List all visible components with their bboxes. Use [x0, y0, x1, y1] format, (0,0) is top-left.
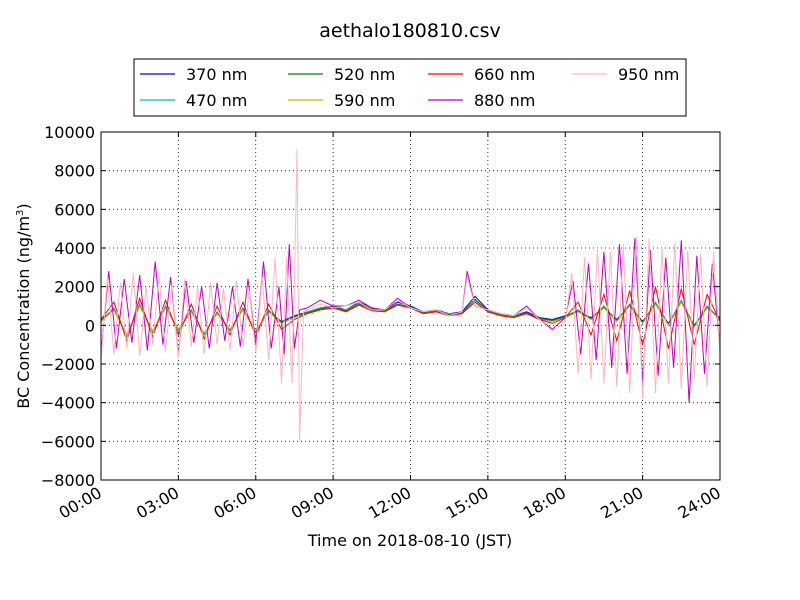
y-axis-label-end: )	[14, 203, 33, 209]
x-tick-label: 12:00	[365, 483, 414, 523]
chart-title: aethalo180810.csv	[319, 20, 501, 42]
x-axis-label: Time on 2018-08-10 (JST)	[307, 531, 512, 550]
legend-label: 880 nm	[474, 91, 535, 110]
y-axis-label-superscript: 3	[15, 210, 26, 216]
y-tick-label: 4000	[54, 239, 95, 258]
x-tick-label: 09:00	[288, 483, 337, 523]
x-tick-label: 24:00	[675, 483, 724, 523]
y-tick-label: −2000	[41, 355, 95, 374]
legend-box	[133, 58, 687, 117]
y-tick-label: −6000	[41, 432, 95, 451]
legend-label: 520 nm	[334, 65, 395, 84]
legend-label: 950 nm	[618, 65, 679, 84]
y-axis: −8000 −6000 −4000 −2000 0 2000 4000 6000 8000 100…	[41, 123, 720, 490]
series-line-5	[100, 238, 721, 403]
legend-label: 370 nm	[186, 65, 247, 84]
plot-area	[100, 149, 721, 442]
x-tick-label: 18:00	[520, 483, 569, 523]
legend-label: 590 nm	[334, 91, 395, 110]
y-tick-label: −4000	[41, 394, 95, 413]
y-tick-label: 10000	[44, 123, 95, 142]
y-tick-label: 6000	[54, 200, 95, 219]
x-tick-label: 03:00	[133, 483, 182, 523]
series-line-6	[100, 149, 721, 442]
y-tick-label: 8000	[54, 162, 95, 181]
x-tick-label: 21:00	[597, 483, 646, 523]
legend: 370 nm 470 nm 520 nm 590 nm 660 nm 880 nm 950 …	[133, 58, 687, 117]
legend-label: 470 nm	[186, 91, 247, 110]
x-tick-label: 06:00	[210, 483, 259, 523]
y-axis-label: BC Concentration (ng/m3)	[14, 203, 33, 408]
y-axis-label-main: BC Concentration (ng/m	[14, 216, 33, 409]
y-tick-label: 2000	[54, 278, 95, 297]
y-tick-label: 0	[85, 316, 95, 335]
x-tick-label: 15:00	[442, 483, 491, 523]
legend-label: 660 nm	[474, 65, 535, 84]
y-tick-label: −8000	[41, 471, 95, 490]
